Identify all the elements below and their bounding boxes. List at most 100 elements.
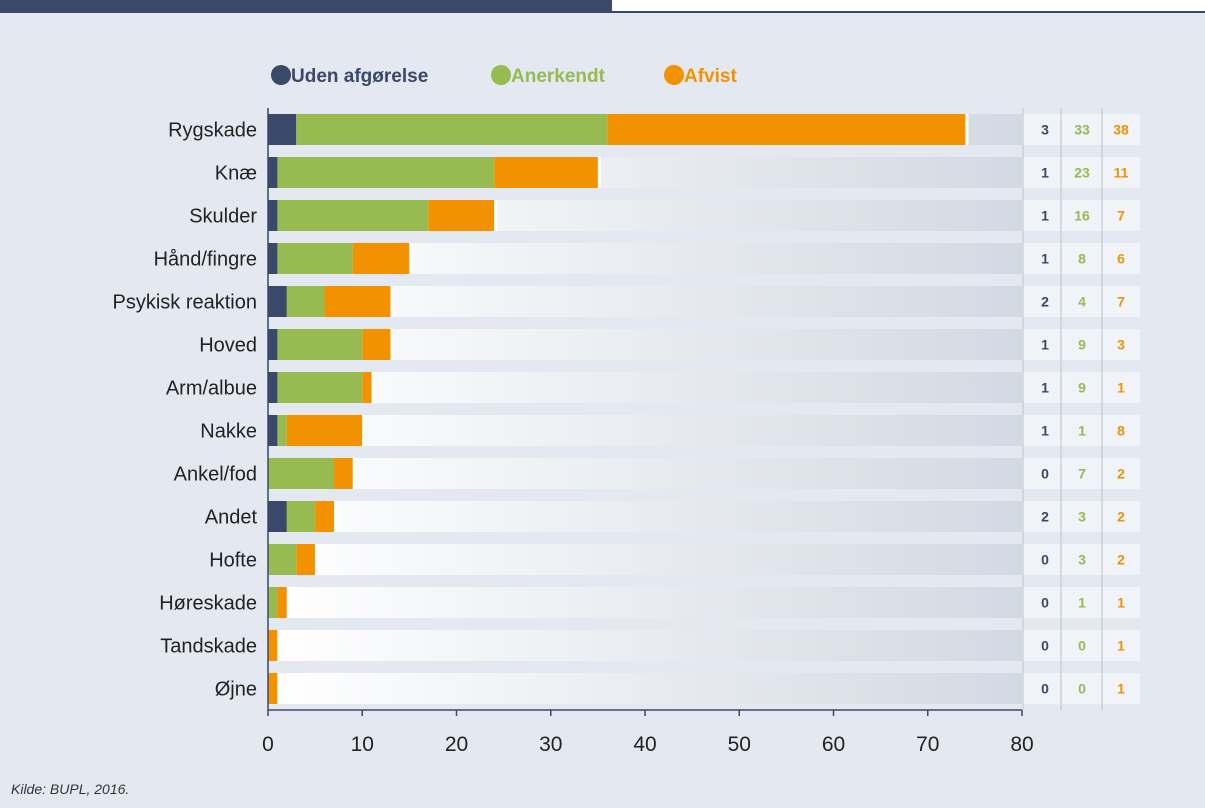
value-panel	[1022, 458, 1140, 489]
x-tick-label: 10	[351, 733, 374, 756]
category-label: Knæ	[215, 163, 257, 185]
bar-segment	[324, 286, 391, 317]
bar-row: Høreskade 0 1 1	[159, 587, 1140, 618]
bar-track	[268, 329, 1022, 360]
bar-segment	[268, 243, 278, 274]
value-label: 0	[1078, 681, 1086, 697]
value-label: 1	[1041, 208, 1049, 224]
value-label: 2	[1041, 509, 1049, 525]
bar-end-gap	[409, 243, 413, 274]
x-axis: 0 10 20 30 40 50 60 70 80	[262, 108, 1034, 756]
value-panel	[1022, 544, 1140, 575]
bar-end-gap	[597, 157, 601, 188]
value-panel	[1022, 630, 1140, 661]
value-label: 11	[1114, 165, 1129, 181]
value-label: 33	[1074, 122, 1090, 138]
bar-segment	[362, 329, 391, 360]
bar-end-gap	[286, 587, 290, 618]
value-panel	[1022, 415, 1140, 446]
bar-segment	[268, 329, 278, 360]
bar-track	[268, 286, 1022, 317]
bar-segment	[277, 329, 363, 360]
value-label: 38	[1113, 122, 1129, 138]
category-label: Hånd/fingre	[154, 249, 257, 271]
value-label: 7	[1117, 294, 1125, 310]
bar-segment	[362, 372, 372, 403]
value-panel	[1022, 329, 1140, 360]
bar-row: Andet 2 3 2	[205, 501, 1140, 532]
bar-segment	[494, 157, 598, 188]
bar-row: Ankel/fod 0 7 2	[174, 458, 1140, 489]
bar-segment	[607, 114, 966, 145]
bar-track	[268, 415, 1022, 446]
value-label: 2	[1117, 509, 1125, 525]
source-note: Kilde: BUPL, 2016.	[11, 781, 130, 797]
bar-segment	[286, 501, 316, 532]
bar-row: Øjne 0 0 1	[215, 673, 1140, 704]
bar-end-gap	[277, 673, 281, 704]
x-tick-label: 50	[728, 733, 751, 756]
value-label: 3	[1078, 552, 1086, 568]
bar-segment	[277, 587, 287, 618]
bar-segment	[268, 544, 297, 575]
category-label: Arm/albue	[166, 378, 257, 400]
bar-row: Hofte 0 3 2	[209, 544, 1140, 575]
bar-row: Skulder 1 16 7	[189, 200, 1140, 231]
bar-segment	[268, 157, 278, 188]
x-tick-label: 0	[262, 733, 274, 756]
x-tick-label: 70	[916, 733, 939, 756]
value-label: 3	[1041, 122, 1049, 138]
bar-row: Psykisk reaktion 2 4 7	[113, 286, 1140, 317]
value-label: 0	[1041, 681, 1049, 697]
category-label: Andet	[205, 507, 258, 529]
bar-segment	[286, 286, 325, 317]
bar-row: Tandskade 0 0 1	[160, 630, 1140, 661]
bar-segment	[296, 114, 608, 145]
category-label: Hofte	[209, 550, 257, 572]
value-panel	[1022, 587, 1140, 618]
value-panel	[1022, 200, 1140, 231]
x-tick-label: 20	[445, 733, 468, 756]
bar-segment	[352, 243, 410, 274]
category-label: Tandskade	[160, 636, 257, 658]
value-label: 9	[1078, 337, 1086, 353]
legend-label: Afvist	[684, 66, 737, 87]
value-label: 1	[1117, 595, 1125, 611]
bar-row: Rygskade 3 33 38	[168, 114, 1140, 145]
value-panel	[1022, 372, 1140, 403]
bar-end-gap	[277, 630, 281, 661]
value-label: 4	[1078, 294, 1086, 310]
legend: Uden afgørelse Anerkendt Afvist	[271, 65, 737, 87]
bar-end-gap	[390, 286, 394, 317]
category-label: Skulder	[189, 206, 257, 228]
value-panel	[1022, 673, 1140, 704]
bar-segment	[315, 501, 334, 532]
value-label: 1	[1117, 380, 1125, 396]
value-label: 0	[1041, 638, 1049, 654]
bar-segment	[268, 501, 287, 532]
value-label: 1	[1117, 681, 1125, 697]
legend-label: Anerkendt	[511, 66, 606, 87]
bar-track	[268, 630, 1022, 661]
bar-end-gap	[371, 372, 375, 403]
value-label: 0	[1041, 595, 1049, 611]
bar-track	[268, 372, 1022, 403]
bar-track	[268, 673, 1022, 704]
bar-segment	[268, 415, 278, 446]
value-label: 7	[1117, 208, 1125, 224]
legend-marker	[664, 65, 684, 85]
value-panel	[1022, 286, 1140, 317]
value-label: 3	[1117, 337, 1125, 353]
category-label: Høreskade	[159, 593, 257, 615]
value-label: 0	[1078, 638, 1086, 654]
category-label: Hoved	[199, 335, 257, 357]
value-label: 1	[1041, 423, 1049, 439]
bar-row: Nakke 1 1 8	[200, 415, 1140, 446]
x-tick-label: 80	[1010, 733, 1033, 756]
bar-segment	[268, 114, 297, 145]
bar-segment	[333, 458, 353, 489]
bar-end-gap	[965, 114, 969, 145]
value-label: 1	[1041, 165, 1049, 181]
